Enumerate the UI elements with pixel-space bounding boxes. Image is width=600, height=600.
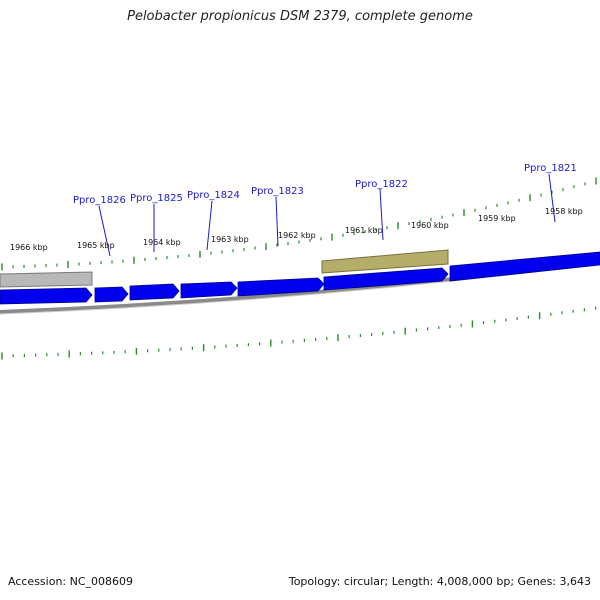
gene-label-ppro-1823[interactable]: Ppro_1823 bbox=[251, 186, 304, 247]
svg-text:Ppro_1823: Ppro_1823 bbox=[251, 186, 304, 197]
kbp-label: 1962 kbp bbox=[278, 231, 316, 240]
kbp-label: 1960 kbp bbox=[411, 221, 449, 230]
kbp-label: 1959 kbp bbox=[478, 214, 516, 223]
cds-arrow[interactable] bbox=[180, 281, 238, 299]
svg-text:Ppro_1824: Ppro_1824 bbox=[187, 190, 240, 201]
svg-text:Ppro_1822: Ppro_1822 bbox=[355, 179, 408, 190]
kbp-label: 1964 kbp bbox=[143, 238, 181, 247]
genome-summary-text: Topology: circular; Length: 4,008,000 bp… bbox=[288, 575, 591, 588]
kbp-label: 1966 kbp bbox=[10, 243, 48, 252]
gene-label-ppro-1822[interactable]: Ppro_1822 bbox=[355, 179, 408, 241]
accession-text: Accession: NC_008609 bbox=[8, 575, 134, 588]
kbp-label: 1965 kbp bbox=[77, 241, 115, 250]
cds-arrow[interactable] bbox=[323, 267, 449, 291]
cds-track bbox=[0, 251, 600, 305]
svg-text:Ppro_1825: Ppro_1825 bbox=[130, 193, 183, 204]
gene-label-ppro-1824[interactable]: Ppro_1824 bbox=[187, 190, 240, 251]
cds-arrow[interactable] bbox=[0, 287, 93, 305]
outer-tick-ring bbox=[1, 177, 597, 271]
kbp-label: 1961 kbp bbox=[345, 226, 383, 235]
gene-label-ppro-1821[interactable]: Ppro_1821 bbox=[524, 163, 577, 223]
feature-olive[interactable] bbox=[321, 249, 449, 274]
kbp-label: 1963 kbp bbox=[211, 235, 249, 244]
svg-text:Ppro_1821: Ppro_1821 bbox=[524, 163, 577, 174]
gene-label-ppro-1826[interactable]: Ppro_1826 bbox=[73, 195, 126, 257]
feature-gray[interactable] bbox=[0, 271, 93, 288]
inner-tick-ring bbox=[1, 306, 597, 360]
cds-arrow[interactable] bbox=[129, 283, 180, 301]
kbp-label: 1958 kbp bbox=[545, 207, 583, 216]
map-title: Pelobacter propionicus DSM 2379, complet… bbox=[127, 9, 473, 24]
gene-label-ppro-1825[interactable]: Ppro_1825 bbox=[130, 193, 183, 252]
cds-arrow[interactable] bbox=[449, 251, 600, 282]
cds-arrow[interactable] bbox=[94, 286, 129, 303]
svg-text:Ppro_1826: Ppro_1826 bbox=[73, 195, 126, 206]
cds-arrow[interactable] bbox=[237, 277, 325, 297]
